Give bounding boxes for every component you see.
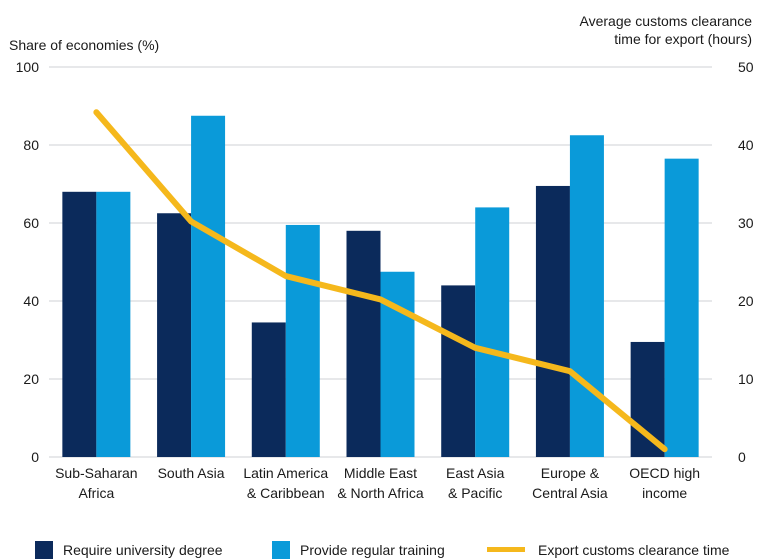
legend-export-clearance-time: Export customs clearance time <box>487 542 730 558</box>
bar-regular-training <box>191 115 226 457</box>
category-label: OECD high <box>629 465 700 481</box>
bar-university-degree <box>251 322 286 457</box>
left-tick-label: 80 <box>23 137 39 153</box>
bar-regular-training <box>96 191 131 458</box>
category-label: & Caribbean <box>247 485 325 501</box>
bar-regular-training <box>664 158 699 457</box>
category-label: Sub-Saharan <box>55 465 138 481</box>
category-label: & Pacific <box>448 485 502 501</box>
bar-regular-training <box>569 135 604 457</box>
left-tick-label: 20 <box>23 371 39 387</box>
right-tick-label: 10 <box>738 371 754 387</box>
legend-university-degree: Require university degree <box>35 541 223 559</box>
category-label: East Asia <box>446 465 505 481</box>
category-label: income <box>642 485 687 501</box>
category-label: Europe & <box>541 465 600 481</box>
legend-label: Export customs clearance time <box>538 542 730 558</box>
legend-label: Require university degree <box>63 542 223 558</box>
category-label: Africa <box>78 485 114 501</box>
axis-titles: Share of economies (%) Average customs c… <box>9 13 752 53</box>
left-tick-labels: 0 20 40 60 80 100 <box>16 59 40 465</box>
category-label: Central Asia <box>532 485 608 501</box>
right-tick-label: 30 <box>738 215 754 231</box>
line-layer <box>93 109 668 453</box>
legend-regular-training: Provide regular training <box>272 541 445 559</box>
right-tick-labels: 0 10 20 30 40 50 <box>738 59 754 465</box>
category-label: & North Africa <box>337 485 424 501</box>
right-tick-label: 40 <box>738 137 754 153</box>
bar-university-degree <box>62 191 97 458</box>
right-axis-title-line-1: Average customs clearance <box>580 13 753 29</box>
left-tick-label: 0 <box>31 449 39 465</box>
left-tick-label: 60 <box>23 215 39 231</box>
legend-swatch <box>487 547 525 552</box>
bar-regular-training <box>475 207 510 457</box>
legend-swatch <box>35 541 53 559</box>
bar-regular-training <box>285 224 320 457</box>
left-tick-label: 40 <box>23 293 39 309</box>
right-axis-title-line-2: time for export (hours) <box>614 31 752 47</box>
category-label: Middle East <box>344 465 417 481</box>
bar-university-degree <box>346 230 381 457</box>
bars <box>62 115 699 458</box>
legend: Require university degree Provide regular… <box>35 541 730 559</box>
bar-university-degree <box>630 341 665 457</box>
category-label: Latin America <box>243 465 328 481</box>
left-axis-title: Share of economies (%) <box>9 37 159 53</box>
left-tick-label: 100 <box>16 59 40 75</box>
legend-swatch <box>272 541 290 559</box>
legend-label: Provide regular training <box>300 542 445 558</box>
right-tick-label: 50 <box>738 59 754 75</box>
bar-university-degree <box>157 213 192 457</box>
right-tick-label: 20 <box>738 293 754 309</box>
bar-university-degree <box>441 285 476 457</box>
right-tick-label: 0 <box>738 449 746 465</box>
bar-university-degree <box>535 185 570 457</box>
category-label: South Asia <box>158 465 225 481</box>
x-tick-labels: Sub-Saharan Africa South Asia Latin America… <box>55 465 700 501</box>
